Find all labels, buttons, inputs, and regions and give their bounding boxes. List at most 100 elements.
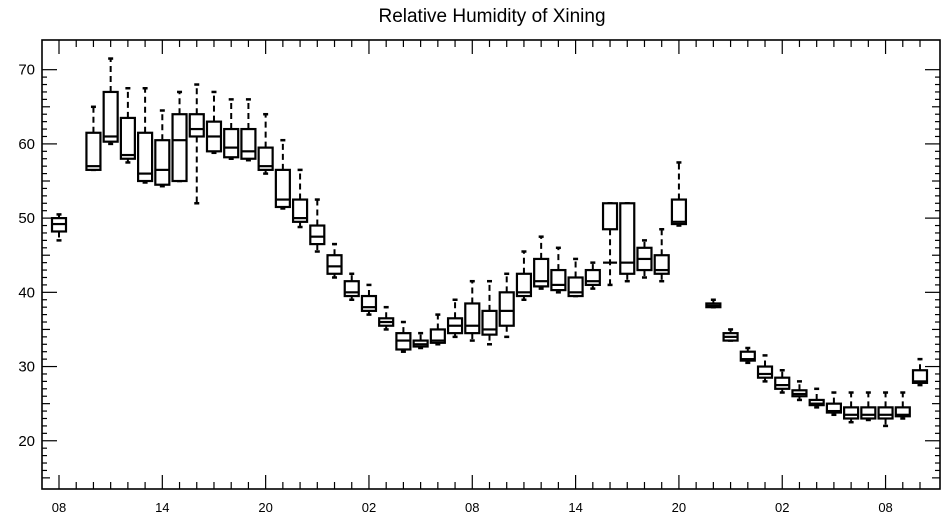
box <box>240 98 257 162</box>
box-iqr <box>515 272 533 298</box>
box <box>326 242 343 279</box>
box-iqr <box>429 328 446 344</box>
box-iqr <box>533 257 550 288</box>
y-tick-label: 20 <box>18 433 35 450</box>
box <box>395 320 412 353</box>
box <box>584 261 601 290</box>
x-tick-label: 02 <box>775 500 789 515</box>
chart-title: Relative Humidity of Xining <box>378 6 605 27</box>
box-iqr <box>326 254 343 275</box>
box <box>739 346 756 365</box>
box <box>343 272 360 302</box>
box-iqr <box>825 402 843 414</box>
box <box>756 354 774 383</box>
x-tick-label: 08 <box>52 500 66 515</box>
box <box>378 305 395 331</box>
box <box>653 227 670 283</box>
box <box>601 202 619 287</box>
box <box>636 239 653 279</box>
box-iqr <box>498 291 515 327</box>
box <box>137 86 154 184</box>
box-iqr <box>223 127 240 159</box>
box <box>188 83 205 205</box>
box <box>670 161 688 227</box>
box <box>911 357 929 387</box>
box-iqr <box>119 116 136 160</box>
box-iqr <box>102 90 119 143</box>
box <box>464 279 481 342</box>
box <box>515 250 533 302</box>
box <box>894 391 911 420</box>
box <box>205 90 223 155</box>
box <box>257 112 274 175</box>
box <box>877 391 894 428</box>
y-axis: 20 30 40 50 60 70 <box>18 62 940 479</box>
box <box>567 257 584 298</box>
box <box>360 283 378 316</box>
box <box>722 328 739 342</box>
box-iqr <box>240 127 257 160</box>
x-tick-label: 02 <box>362 500 376 515</box>
plot-frame <box>41 39 941 490</box>
box <box>154 109 171 188</box>
box-iqr <box>137 131 154 183</box>
box-iqr <box>619 202 636 275</box>
y-tick-label: 30 <box>18 359 35 376</box>
box-iqr <box>481 309 498 336</box>
box-iqr <box>739 350 756 362</box>
box <box>860 391 877 422</box>
box-iqr <box>274 168 291 209</box>
x-tick-label: 14 <box>568 500 582 515</box>
box-iqr <box>843 406 860 420</box>
box-iqr <box>360 294 378 312</box>
y-tick-label: 70 <box>18 62 35 79</box>
box-iqr <box>291 198 309 223</box>
box <box>498 272 515 339</box>
box <box>274 138 291 210</box>
x-tick-label: 20 <box>672 500 686 515</box>
box-iqr <box>756 365 774 379</box>
box-iqr <box>860 406 877 420</box>
box-iqr <box>257 146 274 171</box>
box <box>481 279 498 346</box>
box <box>533 235 550 290</box>
x-tick-label: 08 <box>878 500 892 515</box>
box <box>550 246 567 294</box>
box <box>825 391 843 417</box>
box-iqr <box>601 202 619 231</box>
box <box>619 202 636 283</box>
box <box>119 86 136 164</box>
box <box>50 213 68 242</box>
y-tick-label: 60 <box>18 136 35 153</box>
box <box>85 105 102 172</box>
box-iqr <box>171 113 188 183</box>
box-iqr <box>464 302 481 335</box>
box <box>774 369 791 394</box>
box <box>429 313 446 346</box>
y-tick-label: 50 <box>18 210 35 227</box>
box <box>309 198 326 253</box>
x-tick-label: 08 <box>465 500 479 515</box>
box <box>808 387 825 409</box>
box <box>791 380 808 402</box>
box <box>412 331 429 350</box>
box-iqr <box>188 113 205 138</box>
box-iqr <box>877 406 894 420</box>
box <box>102 57 119 146</box>
box-iqr <box>550 268 567 292</box>
box-iqr <box>85 131 102 171</box>
box-iqr <box>584 268 601 287</box>
x-axis: 08 14 20 02 08 14 20 02 08 <box>52 40 921 515</box>
box-iqr <box>774 376 791 390</box>
box-iqr <box>911 369 929 384</box>
box-iqr <box>154 139 171 186</box>
box <box>171 90 188 183</box>
box-series <box>50 57 929 428</box>
x-tick-label: 20 <box>258 500 272 515</box>
y-tick-label: 40 <box>18 284 35 301</box>
box <box>291 168 309 229</box>
x-tick-label: 14 <box>155 500 169 515</box>
box-iqr <box>894 406 911 418</box>
